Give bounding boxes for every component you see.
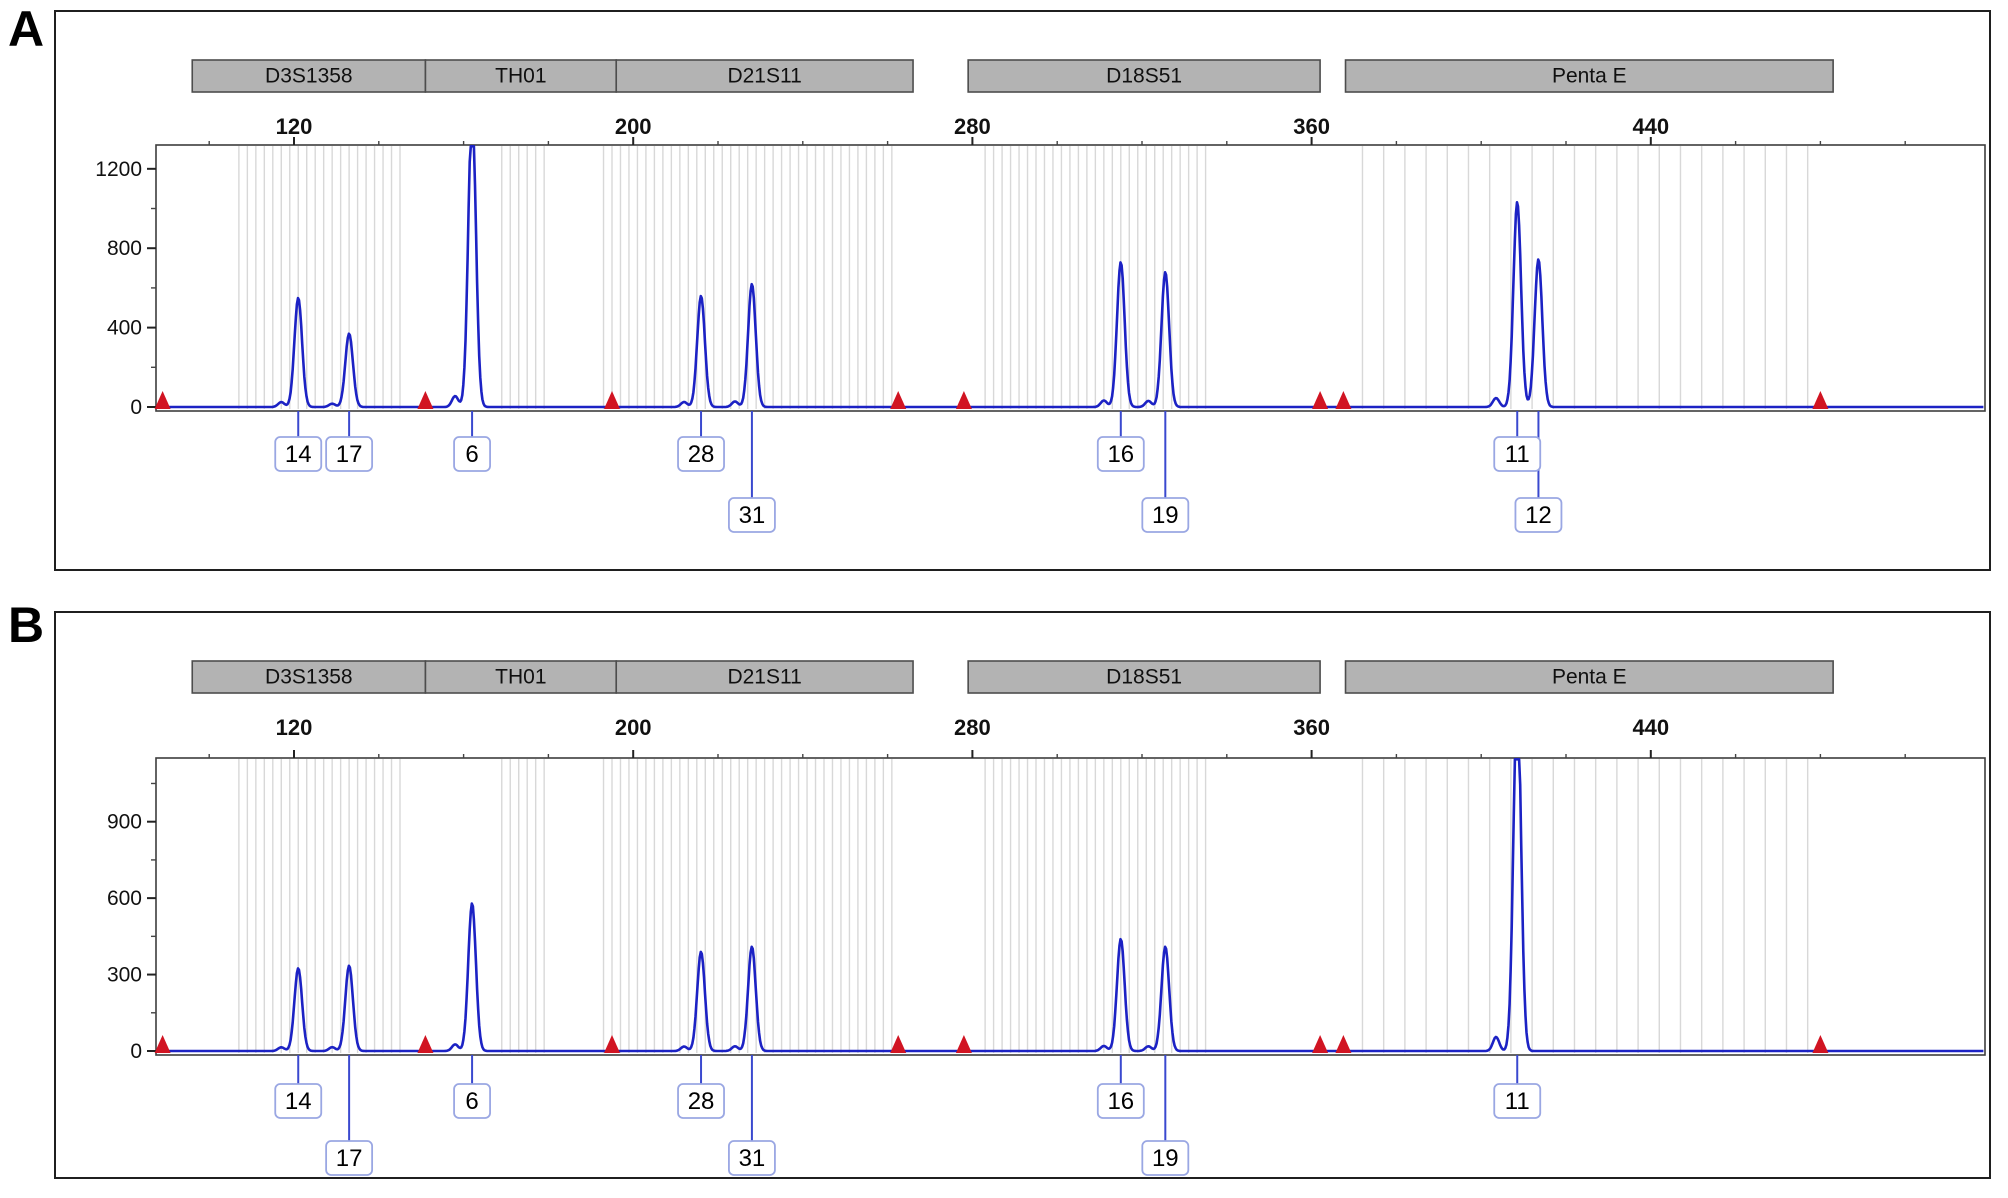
locus-header-label: D21S11	[727, 666, 801, 689]
allele-label: 12	[1525, 502, 1552, 529]
electropherogram-panel-a: D3S1358 TH01 D21S11 D18S51 Penta E 120 200 280 3…	[54, 10, 1991, 571]
locus-header-box	[191, 59, 427, 93]
y-tick-label: 1200	[95, 158, 142, 181]
allele-label: 17	[336, 1145, 363, 1172]
locus-header-label: D18S51	[1106, 666, 1182, 689]
allele-label: 17	[336, 441, 363, 468]
locus-header-box	[424, 660, 618, 694]
allele-label-box	[1514, 497, 1563, 533]
allele-label: 16	[1107, 1088, 1134, 1115]
allele-label: 19	[1152, 502, 1179, 529]
allele-label-box	[1493, 1083, 1542, 1119]
locus-header-box	[967, 59, 1321, 93]
allele-label: 16	[1107, 441, 1134, 468]
fluorescence-trace	[156, 145, 1984, 409]
y-tick-label: 0	[130, 1040, 142, 1063]
panel-a-letter: A	[8, 1, 45, 57]
allele-label-box	[1141, 1140, 1190, 1176]
fluorescence-trace	[156, 758, 1984, 1053]
size-marker-triangle	[1312, 1035, 1329, 1053]
locus-header-box	[967, 660, 1321, 694]
allele-label: 11	[1505, 1088, 1530, 1115]
size-marker-triangle	[955, 391, 972, 409]
locus-header-box	[1344, 59, 1834, 93]
x-tick-label: 120	[276, 715, 313, 740]
locus-header-label: D3S1358	[265, 666, 353, 689]
size-marker-triangle	[955, 1035, 972, 1053]
locus-header-box	[1344, 660, 1834, 694]
allele-label-box	[274, 1083, 323, 1119]
allele-label-box	[325, 1140, 374, 1176]
y-tick-label: 300	[107, 964, 142, 987]
size-marker-triangle	[604, 1035, 620, 1053]
x-tick-label: 280	[954, 715, 991, 740]
allele-label: 14	[285, 441, 312, 468]
locus-header-box	[424, 59, 618, 93]
size-marker-triangle	[1812, 1035, 1829, 1053]
locus-header-label: Penta E	[1552, 666, 1627, 689]
x-tick-label: 440	[1632, 715, 1669, 740]
y-tick-label: 400	[107, 317, 142, 340]
x-tick-label: 200	[615, 715, 652, 740]
size-marker-triangle	[890, 1035, 907, 1053]
allele-label-box	[1493, 436, 1542, 472]
x-tick-label: 360	[1293, 715, 1330, 740]
allele-label-box	[274, 436, 323, 472]
y-tick-label: 0	[130, 396, 142, 419]
size-marker-triangle	[1312, 391, 1329, 409]
allele-label-box	[677, 436, 725, 472]
locus-header-label: TH01	[495, 666, 546, 689]
allele-label-box	[1141, 497, 1190, 533]
size-marker-triangle	[604, 391, 620, 409]
allele-label: 6	[465, 441, 478, 468]
allele-label-box	[677, 1083, 725, 1119]
locus-header-label: D3S1358	[265, 65, 353, 88]
size-marker-triangle	[417, 391, 434, 409]
allele-label-box	[728, 1140, 776, 1176]
allele-label: 6	[465, 1088, 478, 1115]
y-tick-label: 600	[107, 887, 142, 910]
allele-label-box	[453, 1083, 491, 1119]
size-marker-triangle	[417, 1035, 434, 1053]
size-marker-triangle	[890, 391, 907, 409]
allele-label: 19	[1152, 1145, 1179, 1172]
allele-label-box	[1096, 1083, 1145, 1119]
size-marker-triangle	[154, 391, 171, 409]
allele-label: 31	[739, 502, 766, 529]
allele-label-box	[728, 497, 776, 533]
x-tick-label: 280	[954, 114, 991, 139]
locus-header-box	[615, 59, 914, 93]
y-tick-label: 800	[107, 237, 142, 260]
x-tick-label: 360	[1293, 114, 1330, 139]
x-tick-label: 200	[615, 114, 652, 139]
allele-label: 28	[688, 441, 715, 468]
locus-header-label: Penta E	[1552, 65, 1627, 88]
size-marker-triangle	[154, 1035, 171, 1053]
panel-b-letter: B	[8, 597, 45, 653]
allele-label-box	[1096, 436, 1145, 472]
size-marker-triangle	[1812, 391, 1829, 409]
allele-label: 28	[688, 1088, 715, 1115]
x-tick-label: 120	[276, 114, 313, 139]
locus-header-label: D18S51	[1106, 65, 1182, 88]
locus-header-label: D21S11	[727, 65, 801, 88]
electropherogram-panel-b: D3S1358 TH01 D21S11 D18S51 Penta E 120 200 280 3…	[54, 611, 1991, 1179]
allele-label: 14	[285, 1088, 312, 1115]
allele-label: 11	[1505, 441, 1530, 468]
allele-label-box	[453, 436, 491, 472]
locus-header-label: TH01	[495, 65, 546, 88]
y-tick-label: 900	[107, 811, 142, 834]
allele-label-box	[325, 436, 374, 472]
size-marker-triangle	[1335, 1035, 1352, 1053]
x-tick-label: 440	[1632, 114, 1669, 139]
size-marker-triangle	[1335, 391, 1352, 409]
locus-header-box	[615, 660, 914, 694]
allele-label: 31	[739, 1145, 766, 1172]
locus-header-box	[191, 660, 427, 694]
